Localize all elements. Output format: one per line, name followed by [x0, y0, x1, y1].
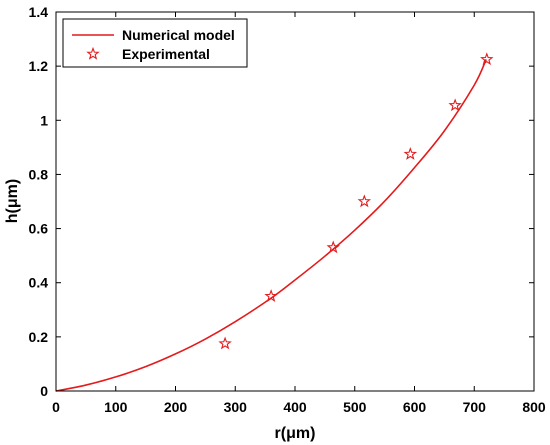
- x-tick-label: 800: [522, 399, 546, 415]
- x-tick-label: 0: [52, 399, 60, 415]
- x-axis-title: r(μm): [275, 425, 316, 442]
- x-tick-label: 600: [403, 399, 427, 415]
- y-axis-ticks: 0 0.2 0.4 0.6 0.8 1 1.2 1.4: [29, 4, 534, 399]
- y-tick-label: 1: [40, 112, 48, 128]
- legend-label-numerical-model: Numerical model: [122, 27, 235, 43]
- x-tick-label: 100: [104, 399, 128, 415]
- y-tick-label: 0.2: [29, 329, 49, 345]
- y-tick-label: 0.6: [29, 221, 49, 237]
- experimental-point: [448, 98, 462, 112]
- x-tick-label: 300: [224, 399, 248, 415]
- legend-star-icon: [86, 46, 100, 60]
- x-tick-label: 200: [164, 399, 188, 415]
- experimental-point: [480, 52, 494, 66]
- y-tick-label: 1.2: [29, 58, 49, 74]
- legend-star-icon: [86, 46, 100, 60]
- y-tick-label: 1.4: [29, 4, 49, 20]
- y-tick-label: 0: [40, 383, 48, 399]
- experimental-point: [218, 336, 232, 350]
- plot-frame: [55, 11, 535, 392]
- experimental-point: [264, 289, 278, 302]
- x-tick-label: 400: [283, 399, 307, 415]
- experimental-markers: [218, 52, 494, 350]
- x-tick-label: 700: [463, 399, 487, 415]
- legend-label-experimental: Experimental: [122, 46, 210, 62]
- plot-area: [56, 12, 534, 391]
- y-tick-label: 0.8: [29, 166, 49, 182]
- experimental-point: [326, 240, 340, 254]
- legend: Numerical model Experimental: [62, 18, 248, 68]
- x-tick-label: 500: [343, 399, 367, 415]
- y-axis-title: h(μm): [4, 179, 21, 223]
- y-tick-label: 0.4: [29, 275, 49, 291]
- numerical-model-line: [55, 59, 487, 392]
- experimental-point: [403, 147, 418, 160]
- legend-box: [62, 18, 248, 68]
- experimental-point: [357, 194, 372, 208]
- x-axis-ticks: 0 100 200 300 400 500 600 700 800: [52, 12, 546, 415]
